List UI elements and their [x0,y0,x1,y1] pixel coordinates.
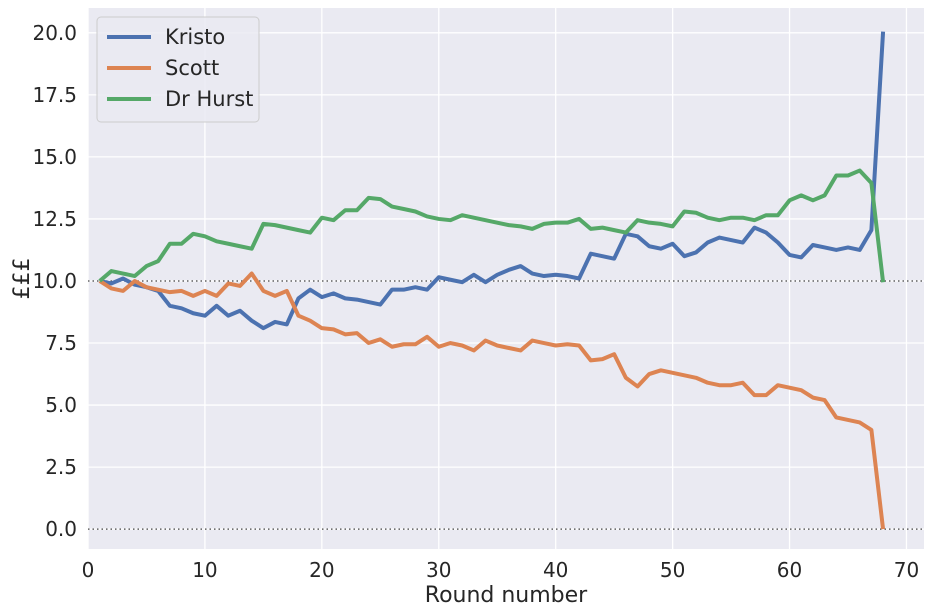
legend-label: Scott [165,56,219,80]
x-tick-label: 20 [309,558,334,582]
x-tick-label: 50 [660,558,685,582]
x-tick-label: 70 [894,558,919,582]
legend: Kristo Scott Dr Hurst [96,16,260,123]
x-tick-label: 40 [543,558,568,582]
legend-label: Kristo [165,25,225,49]
y-tick-label: 0.0 [45,517,77,541]
x-tick-label: 30 [426,558,451,582]
series-line-kristo [99,31,886,331]
y-tick-label: 12.5 [32,207,77,231]
y-tick-label: 5.0 [45,393,77,417]
x-tick-labels: 0 10 20 30 40 50 60 70 [82,558,920,582]
y-tick-label: 15.0 [32,145,77,169]
x-axis-label: Round number [425,583,588,608]
y-tick-label: 10.0 [32,269,77,293]
y-tick-labels: 0.0 2.5 5.0 7.5 10.0 12.5 15.0 17.5 20.0 [32,21,77,541]
y-tick-label: 2.5 [45,455,77,479]
y-tick-label: 17.5 [32,83,77,107]
legend-box [96,16,260,123]
legend-label: Dr Hurst [165,87,253,111]
y-tick-label: 7.5 [45,331,77,355]
x-tick-label: 60 [777,558,802,582]
y-tick-label: 20.0 [32,21,77,45]
y-axis-label: £££ [10,258,35,300]
series-line-dr-hurst [98,168,886,283]
grid [87,8,924,549]
series-line-scott [98,271,886,530]
series-lines [98,31,886,530]
x-tick-label: 0 [82,558,95,582]
x-tick-label: 10 [192,558,217,582]
